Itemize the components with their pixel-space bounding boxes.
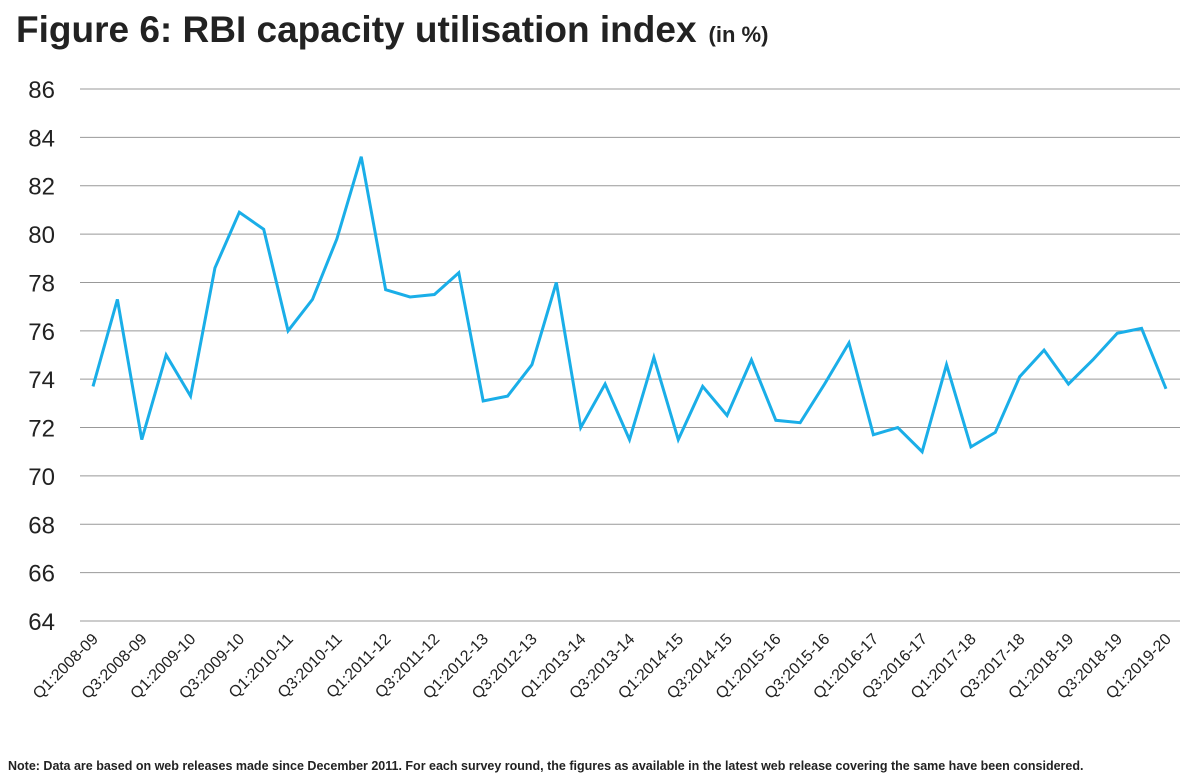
y-tick-label: 64 xyxy=(28,609,55,636)
chart-subtitle: (in %) xyxy=(709,22,769,47)
note: Note: Data are based on web releases mad… xyxy=(8,759,1083,773)
y-tick-label: 68 xyxy=(28,512,55,539)
y-tick-label: 66 xyxy=(28,561,55,588)
y-tick-label: 80 xyxy=(28,222,55,249)
line xyxy=(91,156,1168,455)
y-tick-label: 78 xyxy=(28,270,55,297)
y-tick-label: 74 xyxy=(28,367,55,394)
y-tick-label: 84 xyxy=(28,125,55,152)
y-tick-label: 76 xyxy=(28,319,55,346)
y-tick-label: 82 xyxy=(28,174,55,201)
y-tick-label: 86 xyxy=(28,77,55,104)
chart-title: Figure 6: RBI capacity utilisation index xyxy=(16,9,697,50)
y-tick-label: 70 xyxy=(28,464,55,491)
y-tick-label: 72 xyxy=(28,416,55,443)
chart-title: Figure 6: RBI capacity utilisation index… xyxy=(16,9,768,50)
